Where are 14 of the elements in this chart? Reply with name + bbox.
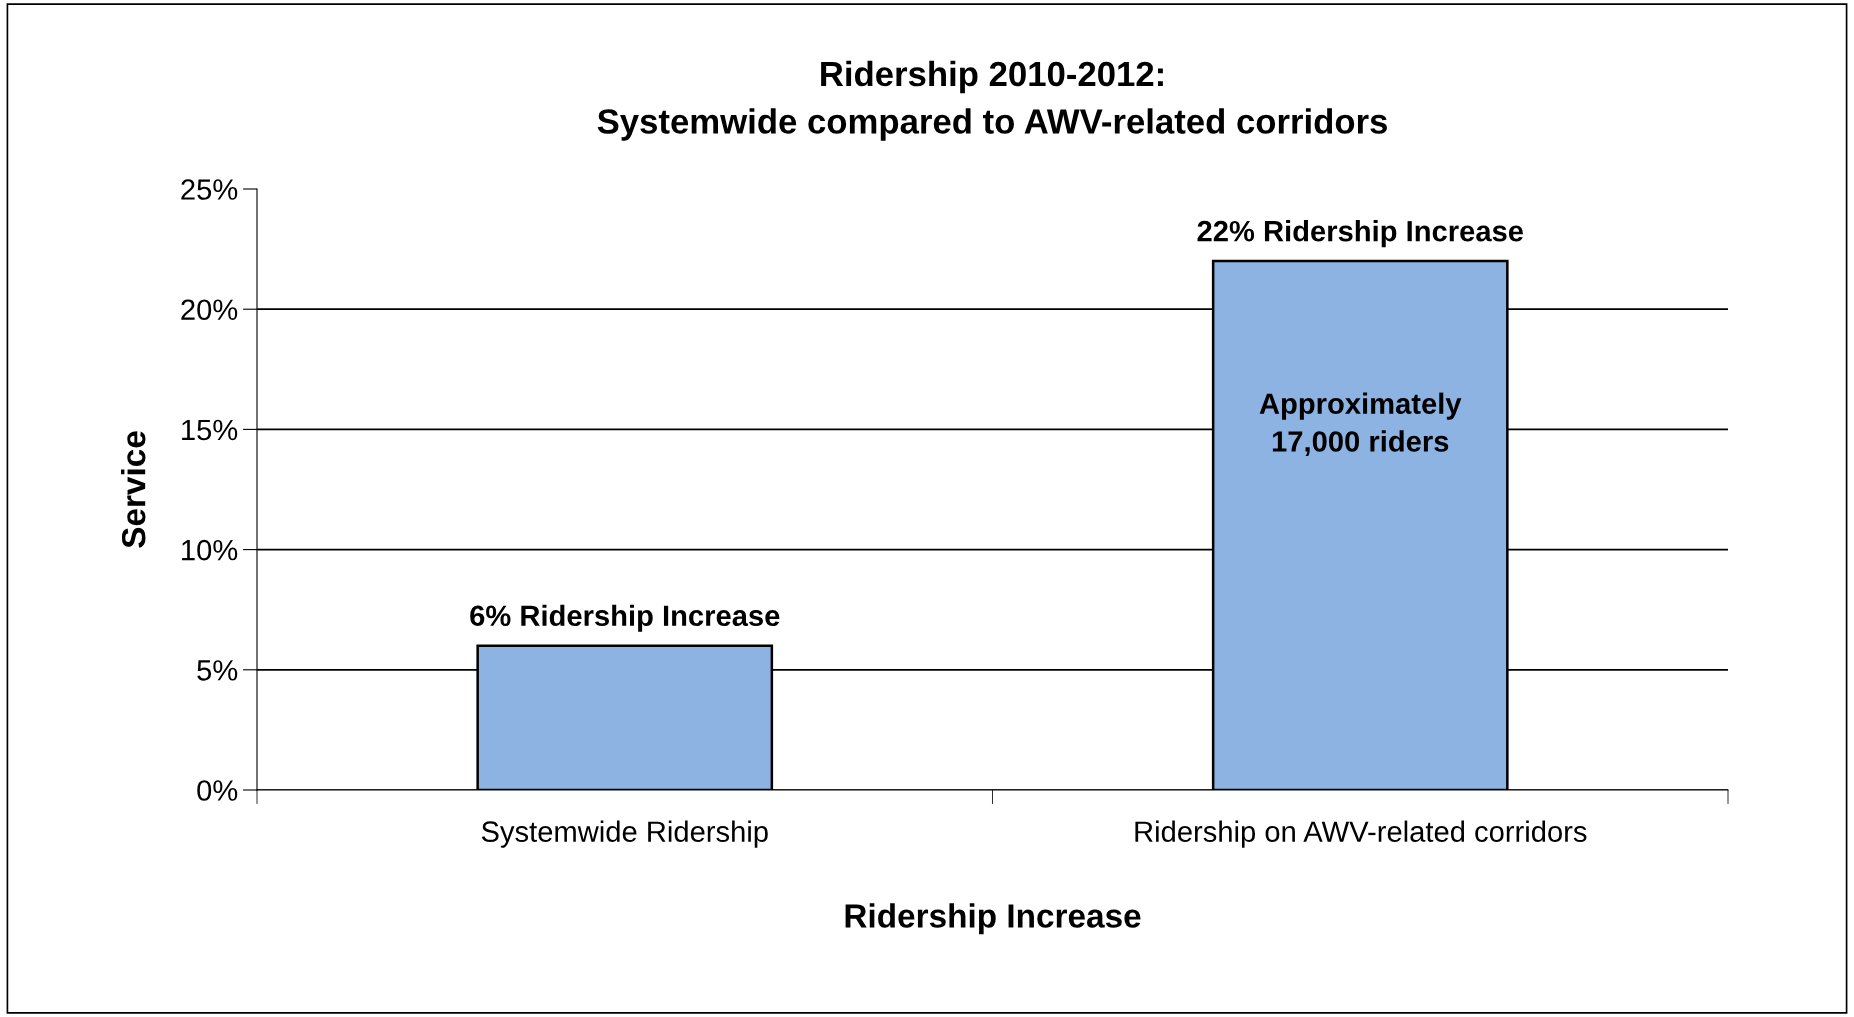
y-tick-label: 5%	[197, 660, 238, 681]
y-tick-label: 15%	[182, 419, 238, 441]
y-tick-label: 10%	[182, 539, 238, 561]
x-tick-label: Systemwide Ridership	[481, 820, 768, 848]
data-label: 6% Ridership Increase	[470, 604, 780, 632]
y-tick-label: 0%	[197, 780, 238, 801]
annotation: Approximately 17,000 riders	[1259, 392, 1462, 457]
x-tick-label: Ridership on AWV-related corridors	[1135, 820, 1587, 848]
y-tick-label: 25%	[181, 179, 238, 200]
chart-title: Ridership 2010-2012: Systemwide compared to AWV-related corridors	[597, 60, 1387, 141]
y-tick-label: 20%	[181, 299, 238, 321]
y-axis-title: Service	[121, 431, 146, 548]
data-label: 22% Ridership Increase	[1197, 220, 1523, 248]
x-axis-title: Ridership Increase	[845, 903, 1141, 935]
